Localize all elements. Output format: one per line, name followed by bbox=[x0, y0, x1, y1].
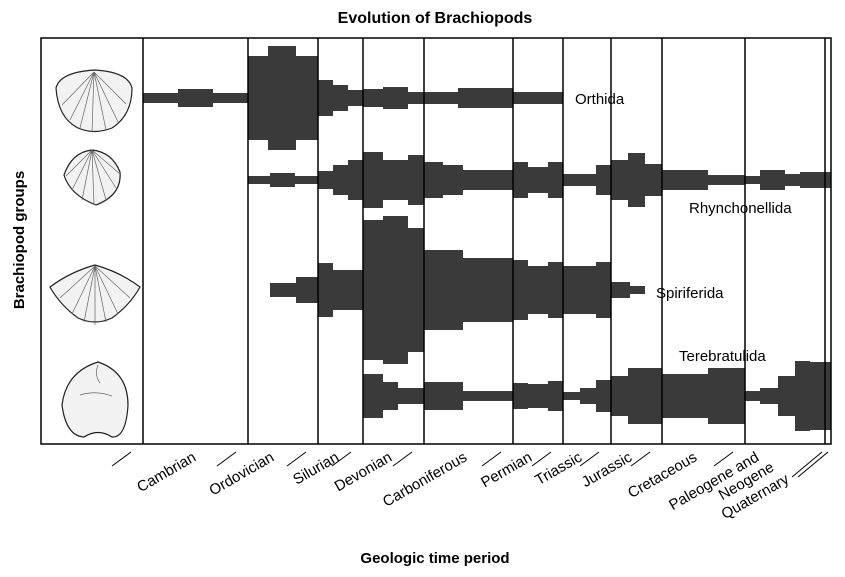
slash bbox=[111, 451, 132, 467]
period-label: Ordovician bbox=[206, 449, 277, 500]
slash bbox=[579, 451, 600, 467]
group-label: Terebratulida bbox=[679, 348, 766, 365]
spindle-spiriferida bbox=[270, 216, 645, 364]
spindle-orthida bbox=[143, 46, 563, 150]
group-label: Orthida bbox=[575, 91, 625, 108]
slash bbox=[791, 451, 823, 478]
frame bbox=[40, 37, 832, 445]
period-label: Triassic bbox=[532, 448, 585, 489]
period-label: Permian bbox=[478, 449, 535, 492]
y-axis-label: Brachiopod groups bbox=[11, 171, 28, 309]
period-label: Carboniferous bbox=[380, 449, 470, 511]
group-labels: Orthida Rhynchonellida Spiriferida Tereb… bbox=[575, 91, 792, 365]
slash bbox=[331, 451, 352, 467]
slash bbox=[797, 451, 829, 478]
period-label: Devonian bbox=[332, 449, 395, 495]
spindles bbox=[143, 46, 831, 431]
slash bbox=[531, 451, 552, 467]
slash bbox=[713, 451, 734, 467]
x-axis-label: Geologic time period bbox=[360, 550, 509, 567]
slash bbox=[286, 451, 307, 467]
slash bbox=[481, 451, 502, 467]
spindle-rhynchonellida bbox=[248, 152, 831, 208]
period-label: Jurassic bbox=[579, 448, 636, 490]
slash bbox=[630, 451, 651, 467]
shell-orthida bbox=[55, 69, 133, 133]
plot-frame bbox=[40, 37, 832, 445]
shell-terebratulida bbox=[61, 361, 129, 438]
shell-icons bbox=[49, 69, 141, 438]
shell-rhynchonellida bbox=[63, 149, 121, 206]
slash bbox=[216, 451, 237, 467]
period-label: Cambrian bbox=[134, 449, 199, 496]
spindle-terebratulida bbox=[363, 361, 831, 431]
group-label: Rhynchonellida bbox=[689, 200, 792, 217]
group-label: Spiriferida bbox=[656, 285, 724, 302]
title: Evolution of Brachiopods bbox=[338, 10, 533, 27]
shell-spiriferida bbox=[49, 264, 141, 325]
period-labels: Cambrian Ordovician Silurian Devonian Ca… bbox=[134, 448, 792, 522]
slashes bbox=[111, 451, 829, 478]
slash bbox=[392, 451, 413, 467]
